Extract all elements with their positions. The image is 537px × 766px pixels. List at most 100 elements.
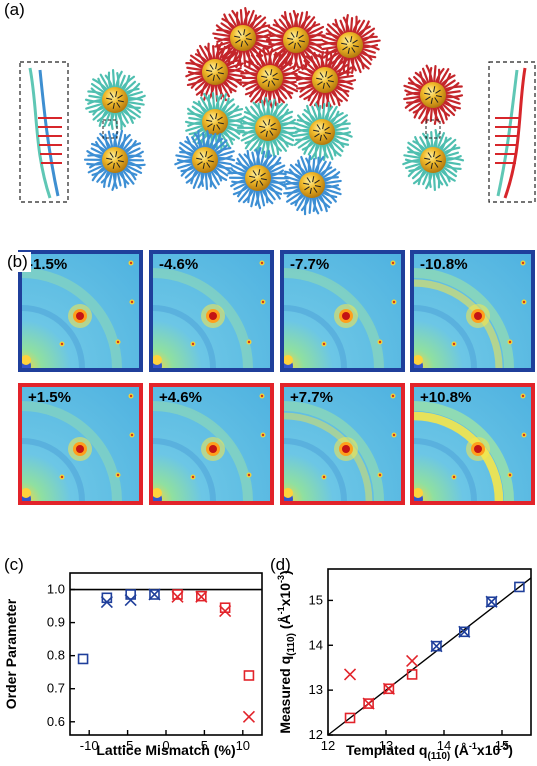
nanoparticle bbox=[239, 47, 301, 110]
data-point-square bbox=[219, 602, 231, 614]
data-point-cross bbox=[458, 625, 471, 638]
data-point-square bbox=[172, 589, 183, 600]
y-tick-label: 12 bbox=[309, 727, 323, 742]
data-point-square bbox=[243, 670, 255, 681]
y-axis-label: Order Parameter bbox=[3, 598, 19, 709]
plot-frame bbox=[327, 568, 532, 736]
x-tick-label: 10 bbox=[236, 738, 250, 753]
data-point-square bbox=[459, 626, 470, 638]
panel-a-label: (a) bbox=[4, 0, 25, 19]
data-point-square bbox=[77, 653, 89, 665]
plot-frame bbox=[69, 572, 263, 736]
saxs-tile: +10.8% bbox=[410, 383, 535, 505]
y-tick-label: 0.8 bbox=[47, 648, 65, 663]
nanoparticle bbox=[402, 129, 465, 192]
y-tick-label: 0.7 bbox=[47, 681, 65, 696]
tile-mismatch-label: -7.7% bbox=[290, 256, 330, 273]
x-tick-label: 15 bbox=[495, 738, 509, 753]
link-box-right bbox=[425, 119, 441, 139]
x-tick-label: 14 bbox=[437, 738, 451, 753]
tile-mismatch-label: +7.7% bbox=[290, 389, 333, 406]
y-tick-label: 0.6 bbox=[47, 714, 65, 729]
saxs-tile: +7.7% bbox=[280, 383, 405, 505]
data-point-square bbox=[344, 712, 356, 724]
data-point-square bbox=[514, 581, 525, 593]
panel-a-schematic: (a) bbox=[0, 0, 537, 240]
y-tick-label: 13 bbox=[309, 682, 323, 697]
nanoparticle-group bbox=[83, 6, 465, 216]
nanoparticle bbox=[318, 13, 381, 77]
tile-mismatch-label: +10.8% bbox=[420, 389, 472, 406]
data-point-cross bbox=[430, 640, 443, 653]
panel-c-label: (c) bbox=[4, 555, 24, 574]
diagonal-line bbox=[327, 577, 532, 736]
data-point-cross bbox=[219, 604, 232, 618]
data-point-cross bbox=[171, 590, 184, 603]
nanoparticle bbox=[403, 64, 464, 126]
x-axis-label: Templated q(110) (Å-1x10-3) bbox=[346, 741, 513, 761]
tile-mismatch-label: -4.6% bbox=[159, 256, 199, 273]
data-point-square bbox=[149, 589, 160, 600]
y-tick-label: 14 bbox=[309, 637, 323, 652]
data-point-cross bbox=[382, 682, 395, 695]
dna-inset-left bbox=[19, 61, 69, 203]
nanoparticle bbox=[84, 68, 146, 131]
saxs-tile: -4.6% bbox=[149, 250, 274, 372]
data-point-cross bbox=[406, 654, 419, 668]
nanoparticle bbox=[294, 48, 357, 111]
nanoparticle bbox=[236, 96, 299, 159]
data-point-square bbox=[406, 669, 418, 680]
saxs-tile: -10.8% bbox=[410, 250, 535, 372]
x-tick-label: -5 bbox=[122, 738, 134, 753]
data-point-cross bbox=[343, 668, 357, 681]
panel-b-label: (b) bbox=[4, 252, 31, 272]
dna-inset-right bbox=[488, 61, 536, 203]
data-point-cross bbox=[124, 594, 137, 607]
link-box-left bbox=[102, 119, 118, 139]
nanoparticle bbox=[185, 41, 246, 103]
data-point-square bbox=[101, 592, 113, 604]
chart-c-svg: -10 -5 0 5 10 0.6 0.7 0.8 0.9 1.0 Lattice Mismatch… bbox=[3, 572, 263, 758]
y-axis-label: Measured q(110) (Å-1x10-3) bbox=[276, 570, 297, 733]
nanoparticle bbox=[282, 154, 342, 216]
nanoparticle bbox=[184, 91, 245, 152]
data-point-cross bbox=[100, 596, 113, 609]
nanoparticle bbox=[83, 129, 146, 191]
panel-c-order-parameter-chart: (c) -10 -5 0 5 10 0.6 0.7 0.8 0.9 1.0 Lattice Mism… bbox=[0, 555, 270, 761]
panel-b-saxs-grid: -1.5% -4.6% -7.7% -10.8% +1.5% +4.6% +7.7% +10.… bbox=[0, 250, 537, 550]
y-tick-label: 1.0 bbox=[47, 582, 65, 597]
panel-d-label: (d) bbox=[270, 555, 291, 574]
data-point-square bbox=[486, 596, 497, 608]
saxs-tile: -1.5% bbox=[18, 250, 143, 372]
data-point-square bbox=[431, 640, 442, 652]
nanoparticle bbox=[292, 101, 353, 164]
saxs-tile: -7.7% bbox=[280, 250, 405, 372]
panel-d-q110-chart: (d) 12 13 14 15 12 13 14 15 Templated q(110) (Å-… bbox=[268, 555, 537, 762]
superlattice-illustration bbox=[19, 6, 536, 216]
saxs-tile: +4.6% bbox=[149, 383, 274, 505]
y-tick-label: 15 bbox=[309, 592, 323, 607]
tile-mismatch-label: +4.6% bbox=[159, 389, 202, 406]
data-point-square bbox=[196, 590, 207, 602]
x-tick-label: -10 bbox=[80, 738, 99, 753]
nanoparticle bbox=[174, 129, 236, 191]
data-point-square bbox=[383, 683, 395, 695]
saxs-tile: +1.5% bbox=[18, 383, 143, 505]
tile-mismatch-label: +1.5% bbox=[28, 389, 71, 406]
tile-mismatch-label: -10.8% bbox=[420, 256, 468, 273]
data-point-square bbox=[363, 698, 374, 709]
data-point-cross bbox=[485, 595, 498, 608]
x-tick-label: 13 bbox=[379, 738, 393, 753]
x-axis-label: Lattice Mismatch (%) bbox=[96, 742, 235, 758]
data-point-cross bbox=[362, 697, 375, 710]
x-tick-label: 0 bbox=[162, 738, 169, 753]
x-tick-label: 12 bbox=[321, 738, 335, 753]
x-tick-label: 5 bbox=[201, 738, 208, 753]
data-point-cross bbox=[195, 590, 208, 603]
data-point-cross bbox=[148, 588, 161, 601]
tile-mismatch-label: -1.5% bbox=[28, 256, 68, 273]
y-tick-label: 0.9 bbox=[47, 615, 65, 630]
nanoparticle bbox=[227, 147, 290, 210]
data-point-cross bbox=[242, 710, 256, 723]
